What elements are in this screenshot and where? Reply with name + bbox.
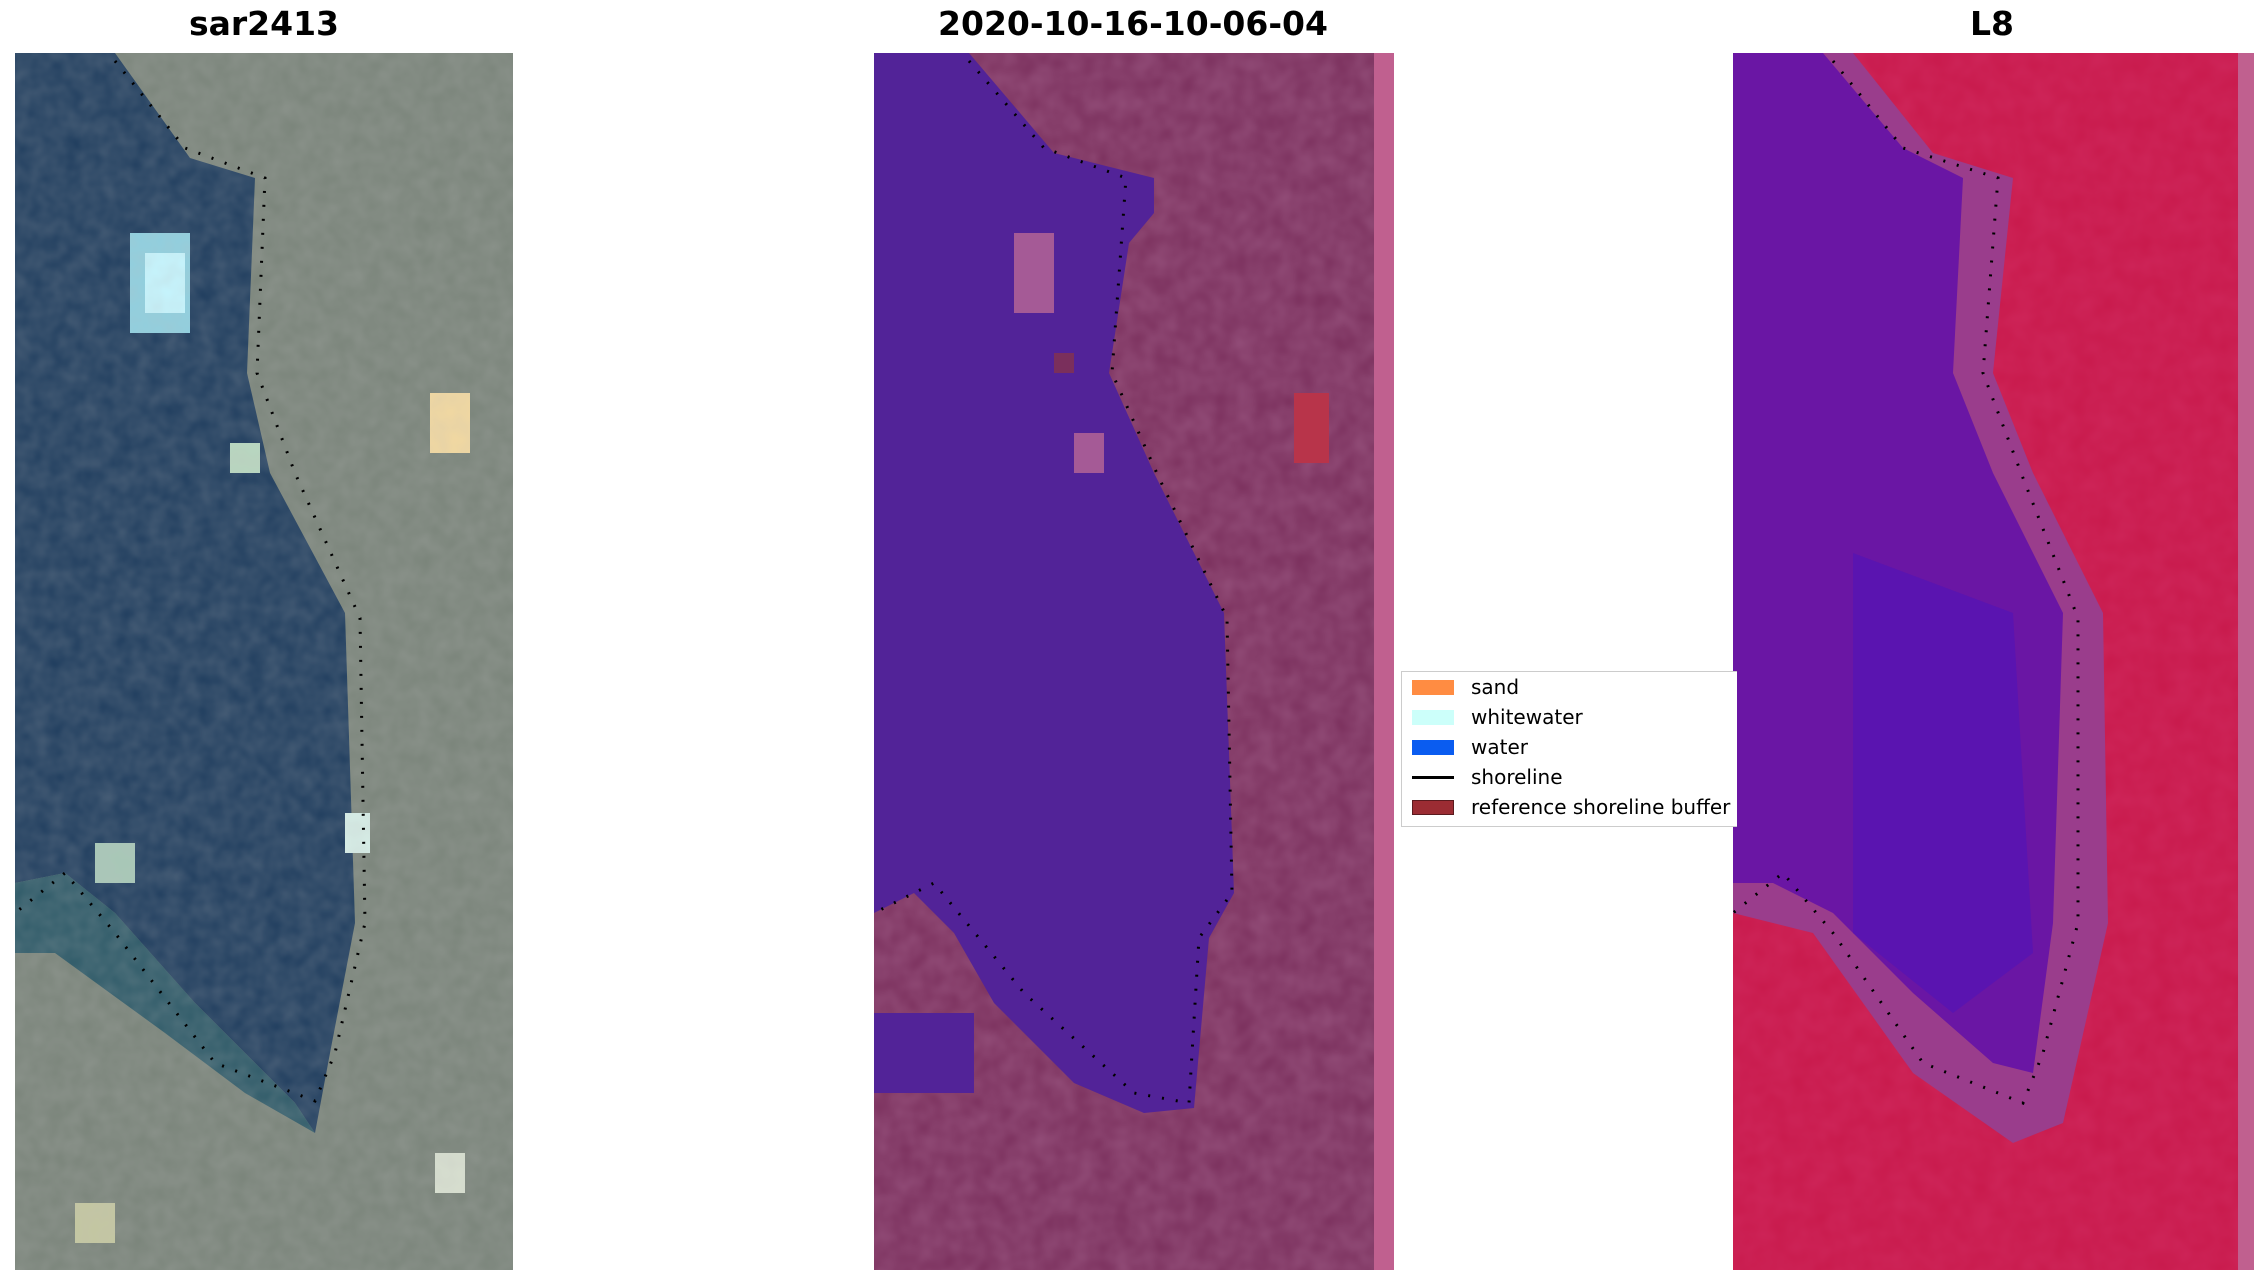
legend-swatch-sand	[1412, 679, 1454, 695]
legend-item-water: water	[1412, 734, 1528, 760]
legend: sand whitewater water shoreline referenc…	[1401, 671, 1737, 827]
legend-swatch-reference-buffer	[1412, 799, 1454, 815]
panel-title-classification: 2020-10-16-10-06-04	[938, 4, 1328, 43]
legend-item-whitewater: whitewater	[1412, 704, 1583, 730]
legend-line-shoreline	[1412, 775, 1454, 779]
legend-swatch-water	[1412, 739, 1454, 755]
satellite-rgb-image	[15, 53, 513, 1270]
false-color-image	[1733, 53, 2254, 1270]
legend-label-whitewater: whitewater	[1471, 705, 1583, 729]
legend-item-reference-buffer: reference shoreline buffer	[1412, 794, 1730, 820]
panel-title-rgb: sar2413	[188, 4, 340, 43]
legend-label-reference-buffer: reference shoreline buffer	[1471, 795, 1731, 819]
legend-item-shoreline: shoreline	[1412, 764, 1563, 790]
legend-swatch-whitewater	[1412, 709, 1454, 725]
shoreline-path-1	[15, 60, 367, 1103]
classification-overlay-image	[874, 53, 1394, 1270]
legend-label-shoreline: shoreline	[1471, 765, 1563, 789]
legend-item-sand: sand	[1412, 674, 1519, 700]
panel-title-l8: L8	[1970, 4, 2014, 43]
shoreline-path-3	[1733, 60, 2080, 1105]
legend-label-water: water	[1471, 735, 1528, 759]
legend-label-sand: sand	[1471, 675, 1520, 699]
